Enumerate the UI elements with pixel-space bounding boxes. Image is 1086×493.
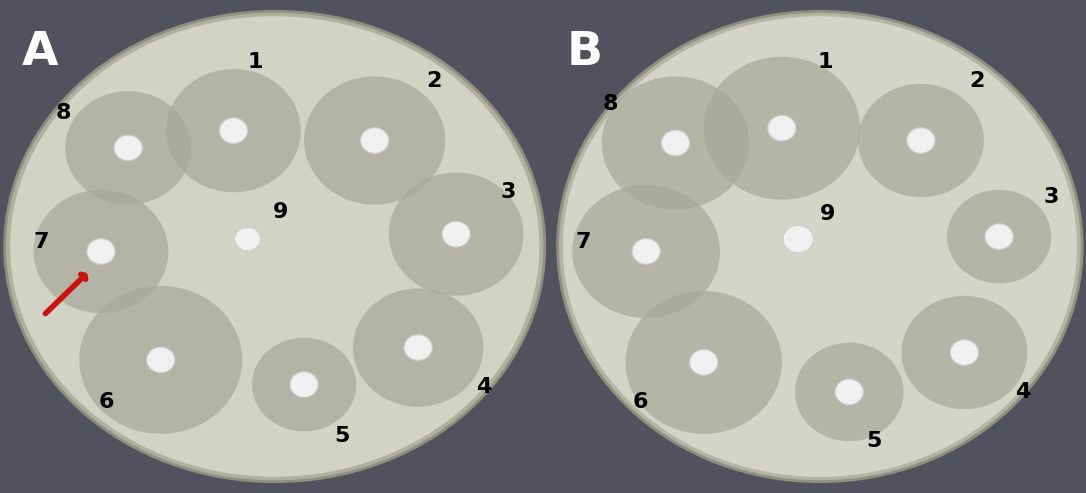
Ellipse shape — [235, 227, 261, 251]
Text: 2: 2 — [427, 71, 442, 91]
Text: 5: 5 — [867, 431, 882, 451]
Ellipse shape — [34, 190, 168, 313]
Ellipse shape — [561, 15, 1078, 478]
Text: 6: 6 — [633, 392, 648, 412]
Ellipse shape — [353, 288, 483, 407]
Text: 7: 7 — [576, 232, 591, 251]
Ellipse shape — [795, 343, 904, 441]
Ellipse shape — [947, 190, 1051, 283]
Text: 8: 8 — [55, 104, 71, 123]
Text: 1: 1 — [818, 52, 833, 71]
Text: 8: 8 — [603, 94, 618, 113]
Ellipse shape — [9, 15, 541, 478]
Ellipse shape — [79, 286, 242, 434]
Ellipse shape — [901, 296, 1027, 409]
Ellipse shape — [985, 224, 1013, 249]
Ellipse shape — [361, 128, 389, 153]
Ellipse shape — [632, 239, 660, 264]
Ellipse shape — [768, 115, 796, 141]
Ellipse shape — [147, 347, 175, 373]
Ellipse shape — [404, 335, 432, 360]
Ellipse shape — [290, 372, 318, 397]
Ellipse shape — [690, 350, 718, 375]
Text: 2: 2 — [970, 71, 985, 91]
Ellipse shape — [219, 118, 248, 143]
Text: 9: 9 — [273, 202, 288, 222]
Ellipse shape — [661, 130, 690, 156]
Ellipse shape — [65, 91, 191, 205]
Text: 9: 9 — [820, 205, 835, 224]
Ellipse shape — [389, 173, 523, 296]
Ellipse shape — [304, 76, 445, 205]
Ellipse shape — [950, 340, 978, 365]
Ellipse shape — [87, 239, 115, 264]
Text: B: B — [567, 30, 603, 74]
Text: 6: 6 — [99, 392, 114, 412]
Ellipse shape — [4, 11, 545, 482]
Ellipse shape — [907, 128, 935, 153]
Text: 7: 7 — [34, 232, 49, 251]
Ellipse shape — [114, 135, 142, 161]
Ellipse shape — [572, 185, 720, 318]
Ellipse shape — [166, 69, 301, 192]
Ellipse shape — [783, 225, 813, 253]
Ellipse shape — [626, 291, 782, 434]
Ellipse shape — [557, 11, 1083, 482]
Ellipse shape — [252, 338, 356, 431]
Text: A: A — [22, 30, 59, 74]
Text: 1: 1 — [248, 52, 263, 71]
Ellipse shape — [704, 57, 860, 200]
Ellipse shape — [602, 76, 749, 210]
Text: 3: 3 — [1044, 187, 1059, 207]
Ellipse shape — [442, 221, 470, 247]
Text: 4: 4 — [1015, 382, 1031, 402]
Text: 5: 5 — [334, 426, 350, 446]
Ellipse shape — [858, 84, 984, 197]
Ellipse shape — [835, 379, 863, 405]
Text: 3: 3 — [501, 182, 516, 202]
Text: 4: 4 — [476, 377, 491, 397]
